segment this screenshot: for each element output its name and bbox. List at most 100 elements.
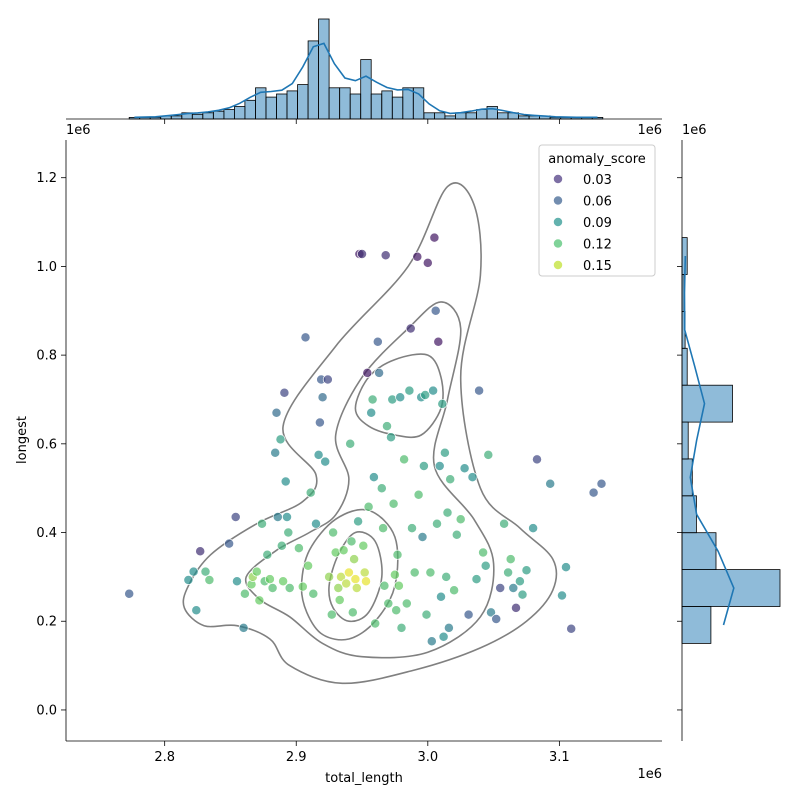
main-plot: 2.8 2.9 3.0 3.1 0.0 0.2 0.4 0.6 0.8 1.0 1.2 total… [15, 123, 707, 786]
scatter-point [191, 605, 202, 616]
scatter-point [557, 590, 567, 601]
scatter-point [483, 449, 494, 460]
scatter-point [528, 523, 539, 534]
right-marginal-ticks [677, 177, 682, 711]
scatter-point [346, 536, 357, 547]
scatter-point [561, 562, 571, 573]
scatter-point [303, 560, 314, 571]
top-hist-bar [518, 115, 530, 120]
scatter-point [382, 421, 392, 432]
legend-label: 0.09 [583, 216, 612, 231]
scatter-point [271, 407, 282, 418]
scatter-point [514, 576, 525, 587]
scatter-point [374, 367, 385, 378]
top-kde-line [134, 42, 598, 119]
top-hist-bar [233, 106, 246, 120]
kde-contours [182, 182, 558, 685]
scatter-point [438, 631, 449, 642]
x-tick-label: 2.8 [154, 750, 175, 765]
scatter-point [437, 398, 448, 409]
scatter-point [353, 516, 364, 527]
scatter-point [370, 618, 381, 629]
legend-label: 0.06 [583, 195, 612, 210]
scatter-point [417, 532, 428, 542]
scatter-point [280, 476, 291, 487]
legend-marker [553, 260, 563, 270]
top-hist-bar [433, 112, 446, 120]
legend-box [538, 144, 656, 277]
scatter-point [328, 527, 339, 538]
legend-marker [553, 195, 563, 206]
top-histogram-bars [128, 18, 604, 120]
scatter-point [257, 518, 267, 529]
scatter-point [495, 583, 506, 593]
legend-marker [553, 238, 563, 249]
scatter-point [270, 447, 281, 458]
scatter-point [404, 385, 415, 396]
scatter-point [486, 607, 496, 618]
scatter-point [338, 545, 349, 556]
scatter-point [333, 583, 344, 593]
scatter-point [441, 571, 452, 582]
scatter-point [443, 622, 454, 633]
scatter-point [300, 332, 311, 343]
scatter-point [361, 576, 371, 587]
scatter-point [480, 560, 491, 571]
scatter-point [324, 571, 335, 582]
scatter-point [393, 580, 404, 591]
scatter-point [359, 567, 370, 578]
scatter-point [511, 602, 521, 613]
right-hist-bar [681, 421, 689, 460]
scatter-point [455, 514, 466, 525]
scatter-point [596, 478, 607, 489]
top-hist-bar [381, 90, 393, 120]
top-marginal-ticks [164, 119, 560, 124]
scatter-point [379, 580, 390, 591]
scatter-point [279, 387, 290, 398]
right-offset-label: 1e6 [682, 123, 707, 138]
top-hist-bar [191, 113, 204, 120]
scatter-point [430, 305, 441, 316]
scatter-point [284, 583, 295, 593]
scatter-point [320, 456, 331, 467]
top-hist-bar [297, 84, 309, 120]
scatter-point [350, 574, 361, 585]
scatter-point [239, 588, 250, 599]
scatter-point [275, 434, 286, 445]
kde-contour [182, 182, 558, 685]
scatter-point [439, 447, 450, 458]
y-tick-label: 1.2 [36, 171, 57, 186]
scatter-point [372, 336, 383, 347]
top-hist-bar [444, 115, 456, 120]
scatter-point [588, 487, 599, 498]
legend-marker [553, 217, 563, 227]
scatter-point [188, 566, 199, 577]
scatter-point [230, 512, 241, 522]
scatter-point [238, 622, 249, 633]
scatter-point [378, 523, 389, 534]
y-tick-label: 0.4 [36, 526, 57, 541]
top-hist-bar [402, 87, 414, 120]
top-hist-bar [318, 18, 330, 120]
scatter-point [421, 609, 432, 620]
scatter-point [343, 567, 354, 578]
scatter-point [426, 636, 437, 647]
scatter-point [545, 478, 556, 489]
scatter-point [429, 232, 440, 243]
scatter-point [124, 588, 135, 599]
top-hist-bar [286, 90, 298, 120]
scatter-point [521, 565, 532, 576]
scatter-point [425, 567, 436, 578]
y-tick-label: 0.0 [36, 703, 57, 718]
top-hist-bar [391, 96, 404, 120]
scatter-point [314, 417, 325, 428]
y-tick-label: 0.8 [36, 349, 57, 364]
scatter-point [517, 589, 528, 600]
top-hist-bar [202, 112, 214, 120]
scatter-point [413, 489, 424, 500]
scatter-point [349, 554, 360, 565]
scatter-point [433, 336, 444, 347]
scatter-point [499, 518, 510, 529]
scatter-point [204, 575, 215, 585]
y-tick-label: 0.6 [36, 437, 57, 452]
